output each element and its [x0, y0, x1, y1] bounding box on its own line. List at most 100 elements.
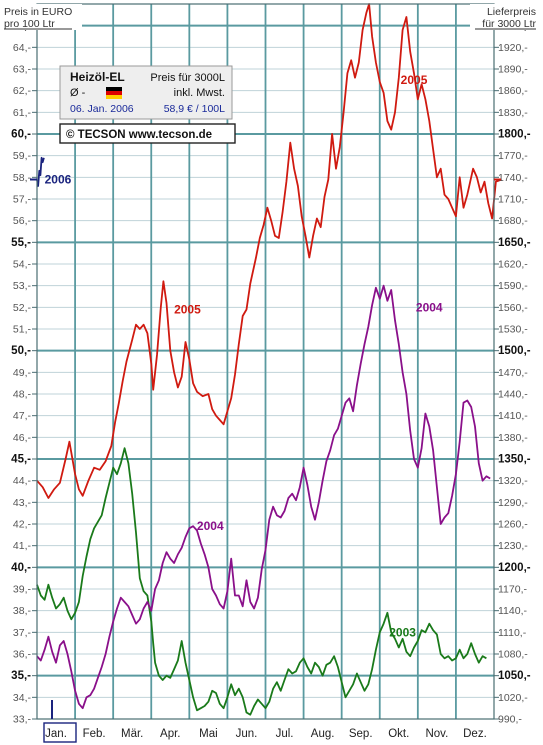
- left-tick-label: 49,-: [13, 367, 32, 379]
- flag-stripe-black: [106, 87, 122, 91]
- price-label: Preis für 3000L: [150, 72, 225, 84]
- left-tick-label: 55,-: [11, 237, 31, 249]
- left-tick-label: 60,-: [11, 129, 31, 141]
- right-tick-label: 1680,-: [498, 215, 528, 227]
- month-label: Jul.: [276, 728, 294, 740]
- month-label: Jun.: [236, 728, 258, 740]
- right-tick-label: 1050,-: [498, 670, 531, 682]
- left-tick-label: 47,-: [13, 410, 32, 422]
- series-label-2005: 2005: [401, 73, 428, 87]
- right-tick-label: 1350,-: [498, 454, 531, 466]
- month-label: Dez.: [463, 728, 487, 740]
- right-tick-label: 1800,-: [498, 129, 531, 141]
- left-tick-label: 38,-: [13, 605, 32, 617]
- german-flag-icon: [106, 87, 122, 99]
- right-tick-label: 1560,-: [498, 302, 528, 314]
- right-tick-label: 1290,-: [498, 497, 528, 509]
- vat-label: inkl. Mwst.: [174, 87, 225, 99]
- series-label-2005-secondary: 2005: [174, 303, 201, 317]
- right-tick-label: 1410,-: [498, 410, 528, 422]
- month-label: Mai: [199, 728, 218, 740]
- left-tick-label: 59,-: [13, 150, 32, 162]
- right-tick-label: 1620,-: [498, 259, 528, 271]
- series-line-2004: [36, 284, 491, 710]
- left-tick-label: 53,-: [13, 280, 32, 292]
- right-tick-label: 1530,-: [498, 324, 528, 336]
- left-title-bg: [0, 4, 82, 30]
- left-tick-label: 51,-: [13, 324, 32, 336]
- left-tick-label: 54,-: [13, 259, 32, 271]
- left-tick-label: 41,-: [13, 540, 32, 552]
- month-label: Nov.: [425, 728, 448, 740]
- left-tick-label: 37,-: [13, 627, 32, 639]
- right-tick-label: 1260,-: [498, 519, 528, 531]
- month-label: Apr.: [160, 728, 180, 740]
- right-title-line2: für 3000 Ltr: [482, 18, 536, 30]
- left-tick-label: 63,-: [13, 64, 32, 76]
- right-tick-label: 1320,-: [498, 475, 528, 487]
- flag-stripe-gold: [106, 95, 122, 99]
- left-tick-label: 46,-: [13, 432, 32, 444]
- info-box: Heizöl-EL Preis für 3000L Ø - inkl. Mwst…: [59, 65, 236, 144]
- series-line-2006: [36, 156, 45, 187]
- month-label: Mär.: [121, 728, 143, 740]
- right-tick-label: 1140,-: [498, 605, 527, 617]
- right-title-line1: Lieferpreis: [487, 6, 536, 18]
- right-axis-title: Lieferpreis für 3000 Ltr: [470, 4, 543, 30]
- series-label-2004: 2004: [416, 300, 443, 314]
- grid: [37, 4, 494, 720]
- right-tick-label: 1170,-: [498, 584, 527, 596]
- month-label: Feb.: [83, 728, 106, 740]
- right-tick-label: 1500,-: [498, 345, 531, 357]
- left-tick-label: 48,-: [13, 389, 32, 401]
- month-label: Okt.: [388, 728, 409, 740]
- month-label: Aug.: [311, 728, 335, 740]
- right-title-bg: [470, 4, 543, 30]
- left-tick-label: 33,-: [13, 714, 32, 726]
- series-line-2005: [36, 3, 502, 499]
- left-tick-label: 34,-: [13, 692, 32, 704]
- left-tick-label: 52,-: [13, 302, 32, 314]
- left-tick-label: 64,-: [13, 42, 32, 54]
- left-title-line2: pro 100 Ltr: [4, 18, 55, 30]
- right-tick-label: 1380,-: [498, 432, 528, 444]
- right-tick-label: 1020,-: [498, 692, 528, 704]
- right-tick-label: 1740,-: [498, 172, 528, 184]
- series-labels: 2003 2004 2004 2005 2005 2006: [45, 73, 443, 639]
- right-tick-label: 1710,-: [498, 194, 528, 206]
- right-tick-label: 1770,-: [498, 150, 528, 162]
- info-date: 06. Jan. 2006: [70, 103, 134, 115]
- right-tick-label: 1920,-: [498, 42, 528, 54]
- left-tick-label: 61,-: [13, 107, 32, 119]
- right-tick-label: 1470,-: [498, 367, 528, 379]
- plot-frame: [36, 3, 495, 720]
- month-label: Jan.: [45, 728, 67, 740]
- series-lines: [36, 3, 502, 716]
- right-tick-label: 1230,-: [498, 540, 528, 552]
- left-tick-label: 35,-: [11, 670, 31, 682]
- left-tick-label: 57,-: [13, 194, 32, 206]
- info-price: 58,9 € / 100L: [164, 103, 225, 115]
- right-tick-label: 1650,-: [498, 237, 531, 249]
- left-tick-label: 40,-: [11, 562, 31, 574]
- left-tick-label: 39,-: [13, 584, 32, 596]
- right-tick-label: 1860,-: [498, 85, 528, 97]
- left-tick-label: 36,-: [13, 649, 32, 661]
- right-tick-label: 1590,-: [498, 280, 528, 292]
- right-tick-label: 1440,-: [498, 389, 528, 401]
- selected-month-box: [43, 722, 77, 743]
- right-tick-label: 990,-: [498, 714, 522, 726]
- info-box-bg: [59, 65, 233, 120]
- copyright-box: [59, 123, 236, 144]
- product-name: Heizöl-EL: [70, 70, 125, 84]
- left-axis-title: Preis in EURO pro 100 Ltr: [0, 4, 82, 30]
- month-label: Sep.: [349, 728, 373, 740]
- avg-label: Ø -: [70, 87, 86, 99]
- series-label-2003: 2003: [389, 625, 416, 639]
- right-tick-label: 1110,-: [498, 627, 527, 639]
- left-tick-label: 62,-: [13, 85, 32, 97]
- flag-stripe-red: [106, 91, 122, 95]
- series-line-2003: [36, 447, 487, 716]
- right-tick-label: 1200,-: [498, 562, 531, 574]
